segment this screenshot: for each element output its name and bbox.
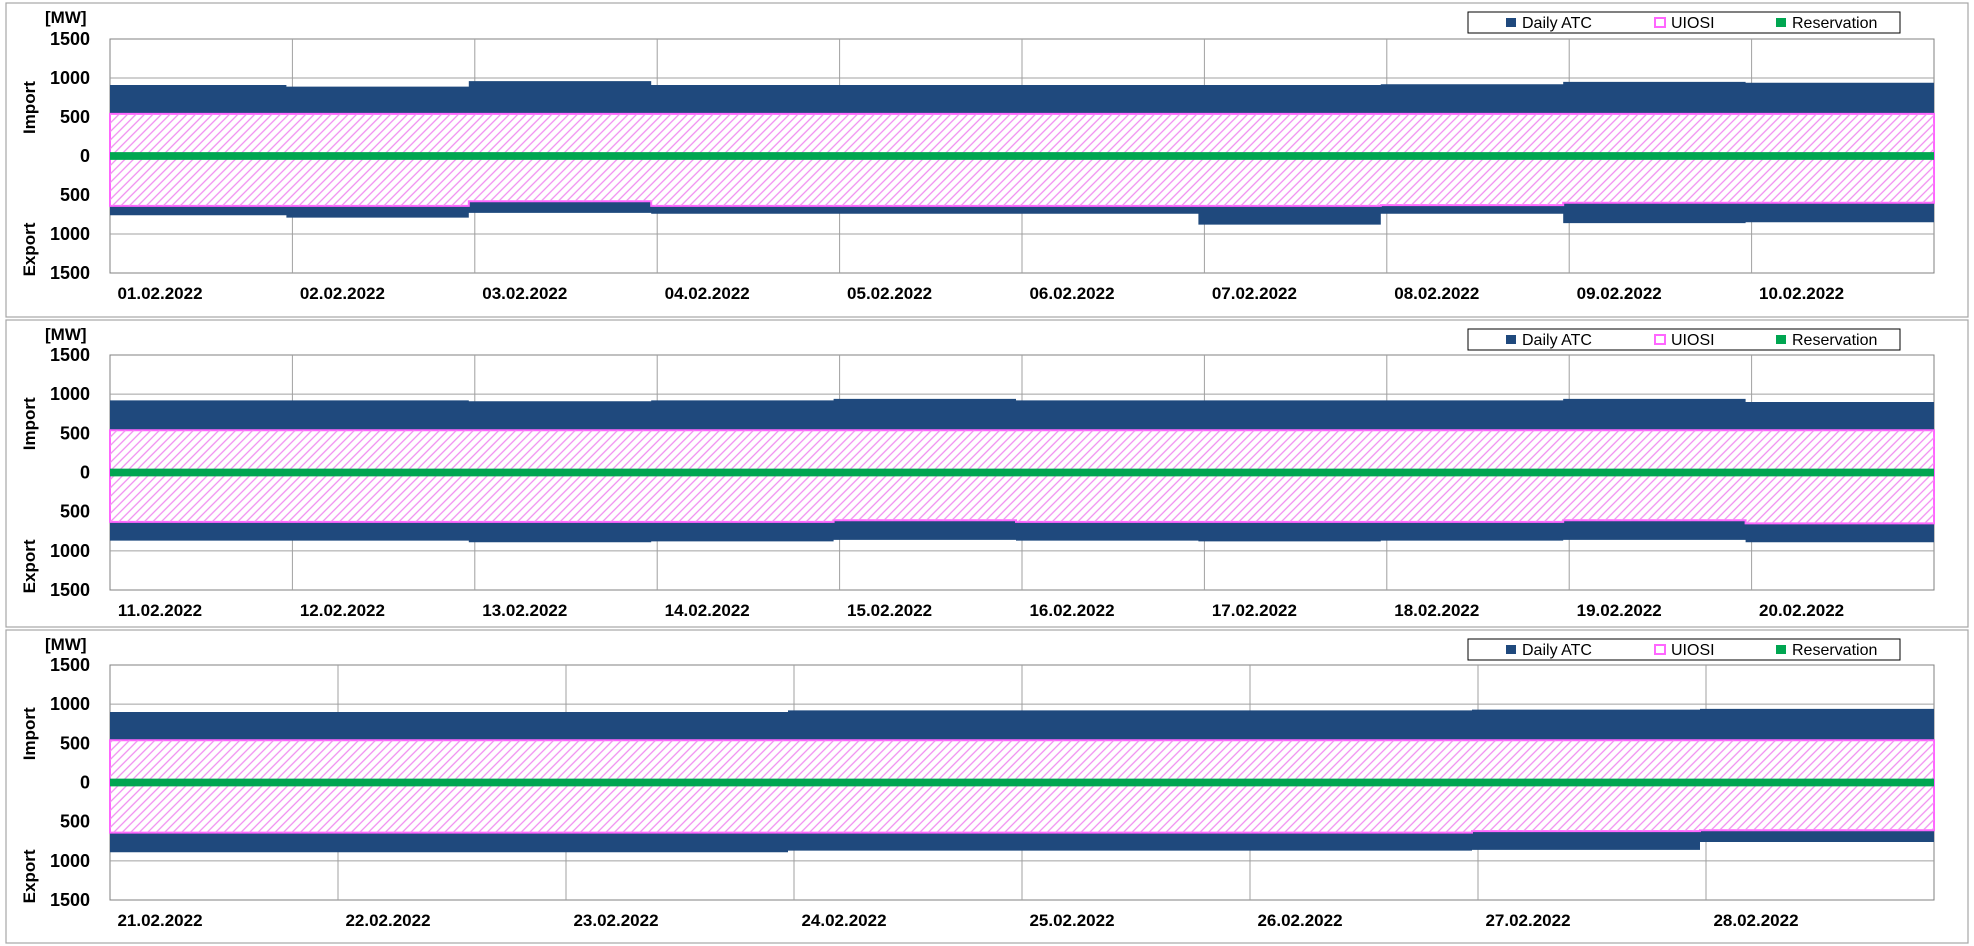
x-tick-label: 17.02.2022 xyxy=(1212,601,1297,620)
y-tick-label: 0 xyxy=(80,773,90,793)
unit-label: [MW] xyxy=(45,635,87,654)
x-tick-label: 07.02.2022 xyxy=(1212,284,1297,303)
chart-panel-3: 1500 1000 500 0 500 1000 1500 21.02.2022 22.02.2… xyxy=(5,629,1969,944)
reservation-area xyxy=(110,778,1934,787)
reservation-area xyxy=(110,468,1934,477)
uiosi-area xyxy=(110,430,1934,524)
y-tick-label: 1500 xyxy=(50,580,90,600)
legend: Daily ATC UIOSI Reservation xyxy=(1467,638,1901,661)
y-axis-label-import: Import xyxy=(20,81,39,134)
y-tick-label: 500 xyxy=(60,107,90,127)
x-tick-label: 09.02.2022 xyxy=(1577,284,1662,303)
y-axis-label-export: Export xyxy=(20,539,39,593)
legend-label: Daily ATC xyxy=(1522,332,1592,349)
x-tick-label: 05.02.2022 xyxy=(847,284,932,303)
x-tick-label: 15.02.2022 xyxy=(847,601,932,620)
legend-label: Reservation xyxy=(1792,332,1877,349)
legend-label: Daily ATC xyxy=(1522,15,1592,32)
legend-swatch-uiosi xyxy=(1654,17,1666,28)
legend-swatch-daily-atc xyxy=(1506,18,1516,27)
x-tick-label: 01.02.2022 xyxy=(117,284,202,303)
legend-label: UIOSI xyxy=(1671,332,1715,349)
y-tick-label: 1000 xyxy=(50,384,90,404)
y-axis-label-import: Import xyxy=(20,397,39,450)
x-tick-label: 13.02.2022 xyxy=(482,601,567,620)
x-tick-label: 14.02.2022 xyxy=(665,601,750,620)
x-tick-label: 16.02.2022 xyxy=(1029,601,1114,620)
x-tick-label: 12.02.2022 xyxy=(300,601,385,620)
legend-swatch-reservation xyxy=(1776,335,1786,344)
legend-swatch-reservation xyxy=(1776,645,1786,654)
x-tick-label: 20.02.2022 xyxy=(1759,601,1844,620)
y-tick-label: 1500 xyxy=(50,263,90,283)
x-tick-label: 25.02.2022 xyxy=(1029,911,1114,930)
y-tick-label: 500 xyxy=(60,733,90,753)
legend-label: Daily ATC xyxy=(1522,642,1592,659)
y-tick-label: 1500 xyxy=(50,29,90,49)
legend-label: Reservation xyxy=(1792,642,1877,659)
reservation-area xyxy=(110,152,1934,160)
x-tick-label: 24.02.2022 xyxy=(801,911,886,930)
x-tick-label: 27.02.2022 xyxy=(1485,911,1570,930)
y-tick-label: 1000 xyxy=(50,851,90,871)
y-axis-label-export: Export xyxy=(20,849,39,903)
y-axis-label-import: Import xyxy=(20,707,39,760)
legend: Daily ATC UIOSI Reservation xyxy=(1467,11,1901,34)
x-tick-label: 26.02.2022 xyxy=(1257,911,1342,930)
x-tick-label: 04.02.2022 xyxy=(665,284,750,303)
legend-label: Reservation xyxy=(1792,15,1877,32)
y-tick-label: 1500 xyxy=(50,655,90,675)
x-tick-label: 21.02.2022 xyxy=(117,911,202,930)
x-tick-label: 28.02.2022 xyxy=(1713,911,1798,930)
x-tick-label: 18.02.2022 xyxy=(1394,601,1479,620)
y-tick-label: 1000 xyxy=(50,68,90,88)
x-tick-label: 08.02.2022 xyxy=(1394,284,1479,303)
y-tick-label: 1500 xyxy=(50,345,90,365)
legend-swatch-uiosi xyxy=(1654,644,1666,655)
y-tick-label: 500 xyxy=(60,812,90,832)
legend-box xyxy=(1467,328,1901,351)
x-tick-label: 10.02.2022 xyxy=(1759,284,1844,303)
y-tick-label: 0 xyxy=(80,146,90,166)
y-tick-label: 1500 xyxy=(50,890,90,910)
legend-box xyxy=(1467,638,1901,661)
x-tick-label: 23.02.2022 xyxy=(573,911,658,930)
legend-box xyxy=(1467,11,1901,34)
legend-label: UIOSI xyxy=(1671,642,1715,659)
y-tick-label: 1000 xyxy=(50,541,90,561)
y-axis-label-export: Export xyxy=(20,222,39,276)
unit-label: [MW] xyxy=(45,8,87,27)
legend-swatch-daily-atc xyxy=(1506,335,1516,344)
chart-panel-2: 1500 1000 500 0 500 1000 1500 11.02.2022 12.02.2… xyxy=(5,319,1969,628)
y-tick-label: 1000 xyxy=(50,224,90,244)
unit-label: [MW] xyxy=(45,325,87,344)
legend: Daily ATC UIOSI Reservation xyxy=(1467,328,1901,351)
chart-panel-1: 1500 1000 500 0 500 1000 1500 01.02.2022 02.02.2… xyxy=(5,2,1969,318)
x-tick-label: 02.02.2022 xyxy=(300,284,385,303)
y-tick-label: 500 xyxy=(60,502,90,522)
y-tick-label: 1000 xyxy=(50,694,90,714)
legend-swatch-daily-atc xyxy=(1506,645,1516,654)
legend-swatch-uiosi xyxy=(1654,334,1666,345)
x-tick-label: 03.02.2022 xyxy=(482,284,567,303)
x-tick-label: 22.02.2022 xyxy=(345,911,430,930)
x-tick-label: 11.02.2022 xyxy=(118,601,202,620)
y-tick-label: 500 xyxy=(60,423,90,443)
legend-swatch-reservation xyxy=(1776,18,1786,27)
x-tick-label: 19.02.2022 xyxy=(1577,601,1662,620)
x-tick-label: 06.02.2022 xyxy=(1029,284,1114,303)
y-tick-label: 0 xyxy=(80,463,90,483)
legend-label: UIOSI xyxy=(1671,15,1715,32)
y-tick-label: 500 xyxy=(60,185,90,205)
